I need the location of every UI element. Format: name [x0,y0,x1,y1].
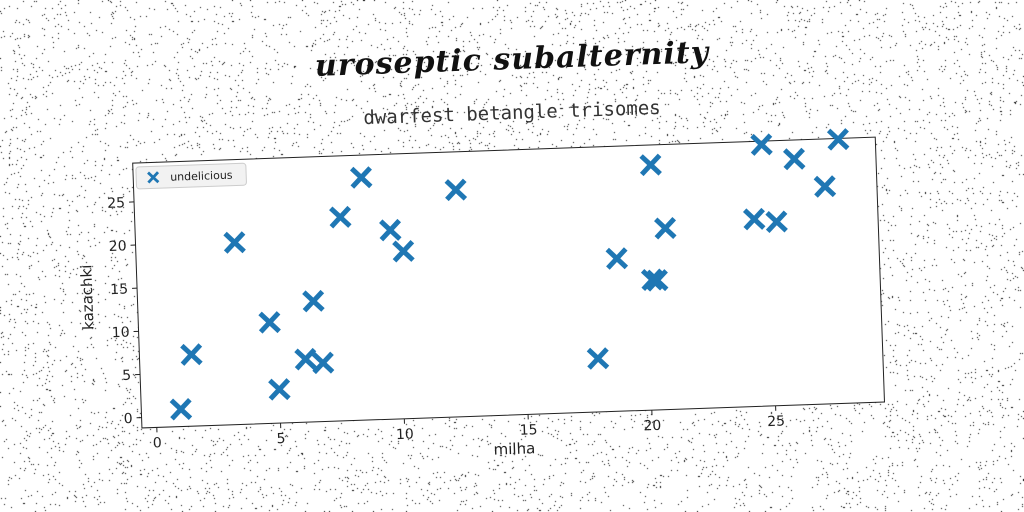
data-point [311,351,335,375]
y-tick-label: 25 [107,195,125,212]
data-point [268,378,291,401]
y-tick-label: 0 [123,411,132,427]
data-point [302,289,325,313]
y-ticks: 0 5 10 15 20 25 [107,195,142,427]
data-point [223,231,246,254]
plot-background [132,137,885,428]
x-tick-label: 15 [519,422,537,439]
data-point [826,128,850,151]
y-axis-label: kazachki [77,264,97,330]
x-tick-label: 10 [396,426,414,443]
data-point [329,205,352,229]
y-tick-label: 10 [112,325,130,342]
data-point [750,133,773,156]
data-point [258,311,281,334]
data-point [392,239,415,263]
data-point [379,218,402,242]
data-point [586,347,610,370]
data-point [294,347,317,371]
y-tick-label: 5 [122,368,131,384]
x-tick-label: 5 [276,431,285,447]
y-tick-label: 15 [110,282,128,299]
x-axis-label: milha [493,439,535,458]
legend-box [135,162,247,190]
data-point [765,210,788,234]
data-point [782,147,806,171]
data-point [645,269,669,292]
data-point [444,178,468,202]
x-ticks: 0 5 10 15 20 25 [153,405,785,452]
data-point [349,166,373,189]
data-point [180,343,203,366]
data-point [654,216,677,240]
x-tick-label: 0 [153,435,162,451]
data-point [169,398,193,421]
legend-marker [147,171,160,184]
x-tick-label: 20 [643,418,661,435]
data-points [169,128,850,421]
legend[interactable]: undelicious [135,162,247,190]
data-point [742,207,766,231]
legend-label: undelicious [170,169,233,184]
data-point [605,247,629,270]
data-point [813,175,837,198]
axes-frame [132,136,886,429]
x-tick-label: 25 [767,413,785,430]
data-point [640,268,664,291]
y-tick-label: 20 [108,238,126,255]
data-point [639,153,662,177]
plot-group: 0 5 10 15 20 25 0 5 10 15 20 25 milha kazachki und… [77,128,886,459]
